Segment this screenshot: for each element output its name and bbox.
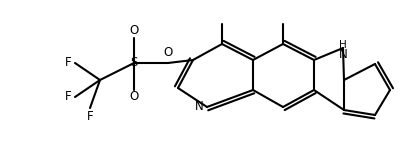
Text: N: N (194, 100, 203, 114)
Text: F: F (64, 90, 71, 103)
Text: F: F (87, 110, 93, 123)
Text: O: O (129, 25, 138, 38)
Text: S: S (130, 56, 137, 70)
Text: N: N (338, 48, 347, 61)
Text: O: O (163, 46, 172, 59)
Text: H: H (338, 40, 346, 50)
Text: O: O (129, 90, 138, 103)
Text: F: F (64, 56, 71, 70)
